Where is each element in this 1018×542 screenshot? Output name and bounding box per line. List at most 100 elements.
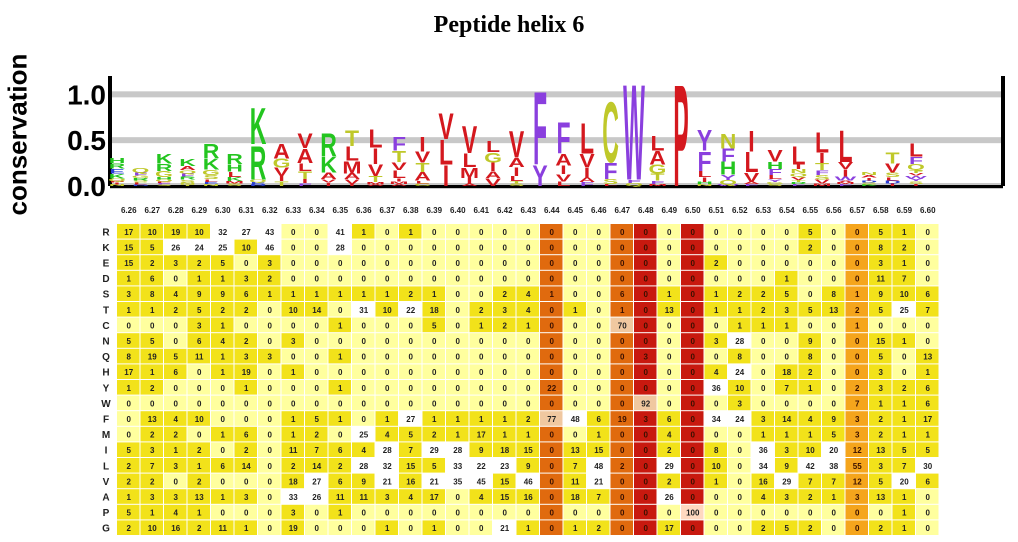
heatmap-cell <box>845 395 868 411</box>
heatmap-value: 6 <box>338 477 343 486</box>
heatmap-cell <box>281 442 304 457</box>
heatmap-value: 0 <box>855 337 860 346</box>
heatmap-value: 18 <box>430 306 439 315</box>
residue-label: Y <box>103 383 110 394</box>
heatmap-cell <box>869 411 892 426</box>
logo-letter: D <box>861 180 878 183</box>
heatmap-value: 0 <box>926 228 931 237</box>
logo-letter: I <box>560 163 566 177</box>
heatmap-cell <box>681 224 704 239</box>
heatmap-cell <box>399 255 422 270</box>
heatmap-value: 1 <box>338 353 343 362</box>
heatmap-cell <box>845 520 868 535</box>
logo-letter: W <box>905 175 927 179</box>
heatmap-value: 5 <box>879 477 884 486</box>
heatmap-value: 0 <box>667 321 672 330</box>
heatmap-cell <box>328 333 351 348</box>
heatmap-value: 1 <box>362 290 367 299</box>
heatmap-cell <box>540 317 563 333</box>
heatmap-cell <box>375 426 398 442</box>
heatmap-value: 0 <box>526 353 531 362</box>
heatmap-cell <box>258 473 281 489</box>
heatmap-cell <box>587 348 610 364</box>
heatmap-value: 42 <box>806 462 815 471</box>
heatmap-cell <box>164 348 187 364</box>
heatmap-value: 0 <box>808 509 813 518</box>
heatmap-value: 0 <box>409 384 414 393</box>
heatmap-cell <box>281 520 304 535</box>
logo-letter: I <box>913 183 919 186</box>
heatmap-cell <box>916 520 939 535</box>
heatmap-cell <box>352 224 375 239</box>
heatmap-value: 0 <box>385 384 390 393</box>
heatmap-cell <box>845 255 868 270</box>
logo-letter: Q <box>179 169 197 174</box>
heatmap-value: 0 <box>691 306 696 315</box>
residue-label: Q <box>102 352 110 363</box>
heatmap-value: 0 <box>667 353 672 362</box>
heatmap-cell <box>469 395 492 411</box>
heatmap-value: 0 <box>926 243 931 252</box>
heatmap-cell <box>211 473 234 489</box>
heatmap-cell <box>140 504 163 520</box>
heatmap-cell <box>234 489 257 504</box>
heatmap-value: 1 <box>550 290 555 299</box>
heatmap-value: 1 <box>432 290 437 299</box>
heatmap-value: 10 <box>195 415 204 424</box>
logo-letter: I <box>325 182 331 188</box>
heatmap-value: 0 <box>785 243 790 252</box>
heatmap-cell <box>751 380 774 395</box>
heatmap-cell <box>563 520 586 535</box>
position-label: 6.41 <box>473 206 489 215</box>
heatmap-cell <box>657 520 680 535</box>
heatmap-cell <box>469 442 492 457</box>
heatmap-value: 0 <box>362 321 367 330</box>
heatmap-cell <box>117 270 140 286</box>
heatmap-value: 0 <box>338 337 343 346</box>
logo-letter: L <box>204 179 218 183</box>
heatmap-cell <box>211 364 234 379</box>
heatmap-value: 48 <box>571 415 580 424</box>
heatmap-cell <box>845 333 868 348</box>
heatmap-cell <box>681 302 704 317</box>
heatmap-cell <box>610 286 633 301</box>
position-label: 6.54 <box>779 206 795 215</box>
residue-label: D <box>102 274 109 285</box>
logo-letter: T <box>368 174 383 183</box>
heatmap-cell <box>563 317 586 333</box>
heatmap-cell <box>775 270 798 286</box>
heatmap-value: 0 <box>432 509 437 518</box>
heatmap-value: 0 <box>268 524 273 533</box>
heatmap-value: 1 <box>620 306 625 315</box>
heatmap-cell <box>822 333 845 348</box>
heatmap-cell <box>845 224 868 239</box>
heatmap-value: 92 <box>641 399 650 408</box>
heatmap-cell <box>751 473 774 489</box>
logo-letter: L <box>791 142 805 171</box>
position-label: 6.45 <box>567 206 583 215</box>
heatmap-cell <box>728 224 751 239</box>
heatmap-value: 1 <box>573 524 578 533</box>
heatmap-value: 5 <box>197 306 202 315</box>
heatmap-value: 0 <box>456 337 461 346</box>
heatmap-cell <box>563 395 586 411</box>
heatmap-value: 77 <box>547 415 556 424</box>
heatmap-value: 0 <box>714 243 719 252</box>
heatmap-cell <box>798 302 821 317</box>
heatmap-value: 7 <box>573 462 578 471</box>
heatmap-value: 0 <box>761 243 766 252</box>
heatmap-cell <box>375 442 398 457</box>
heatmap-value: 0 <box>221 399 226 408</box>
heatmap-cell <box>728 270 751 286</box>
heatmap-value: 0 <box>597 275 602 284</box>
heatmap-value: 0 <box>291 275 296 284</box>
heatmap-cell <box>657 504 680 520</box>
heatmap-value: 8 <box>714 446 719 455</box>
heatmap-cell <box>140 317 163 333</box>
heatmap-value: 0 <box>526 384 531 393</box>
heatmap-value: 2 <box>855 384 860 393</box>
heatmap-cell <box>258 520 281 535</box>
heatmap-cell <box>681 333 704 348</box>
logo-letter: A <box>579 176 596 183</box>
logo-letter: N <box>720 129 737 153</box>
